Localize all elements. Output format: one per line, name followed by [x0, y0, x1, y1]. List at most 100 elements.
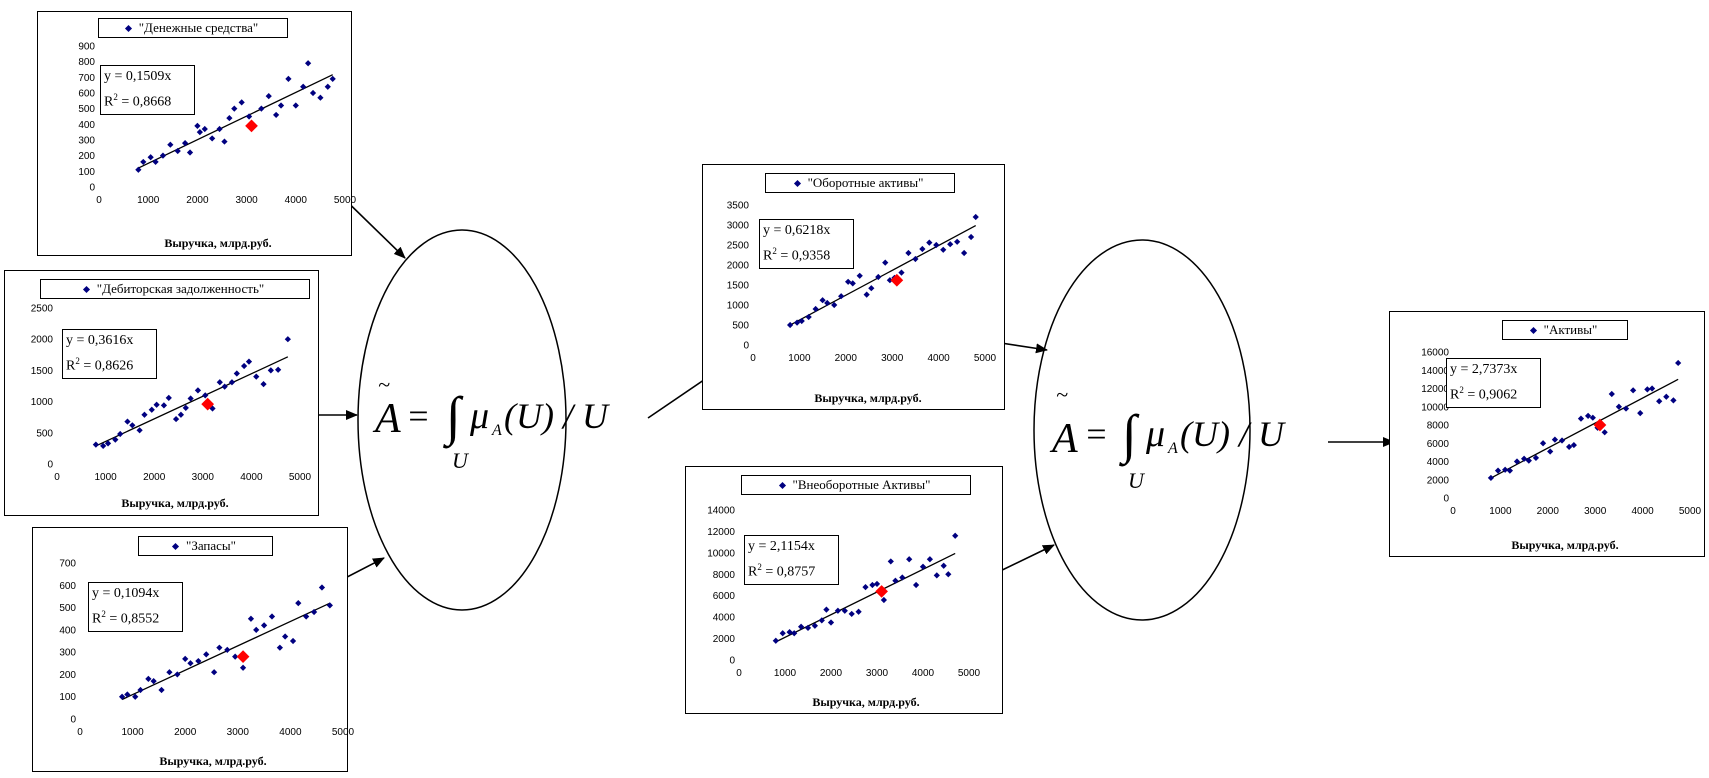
chart-current-assets-xlabel: Выручка, млрд.руб.: [814, 391, 922, 405]
x-tick-label: 0: [96, 195, 102, 206]
data-point: [300, 83, 307, 90]
data-point: [798, 317, 805, 325]
data-point: [880, 596, 888, 604]
x-tick-label: 5000: [958, 668, 981, 679]
data-point: [827, 619, 835, 626]
legend-marker-icon: [778, 481, 786, 489]
data-point: [232, 653, 239, 660]
r2-value: = 0,8626: [79, 358, 134, 374]
x-tick-label: 2000: [186, 195, 209, 206]
highlight-point: [236, 650, 250, 663]
data-point: [152, 158, 159, 166]
data-point: [166, 669, 173, 676]
legend-marker-icon: [1529, 326, 1537, 334]
legend-marker-icon: [793, 179, 801, 187]
legend-marker-icon: [124, 24, 132, 32]
x-tick-label: 0: [54, 472, 60, 483]
y-tick-label: 1000: [727, 301, 750, 312]
data-point: [148, 406, 155, 413]
x-tick-label: 1000: [774, 668, 797, 679]
data-point: [238, 99, 245, 106]
data-point: [285, 75, 292, 83]
data-point: [873, 580, 881, 588]
data-point: [1648, 385, 1656, 392]
highlight-point: [245, 119, 258, 133]
x-tick-label: 4000: [912, 668, 935, 679]
data-point: [276, 644, 283, 651]
x-tick-label: 4000: [285, 195, 308, 206]
y-tick-label: 0: [1443, 494, 1449, 505]
chart-assets: 0 2000 4000 6000 8000 10000 12000 14000 16000 0 10…: [1389, 311, 1705, 557]
data-point: [1539, 440, 1547, 447]
data-point: [194, 387, 202, 394]
y-tick-label: 0: [70, 715, 76, 726]
data-point: [912, 255, 919, 263]
chart-noncurrent-assets-plot: 0 2000 4000 6000 8000 10000 12000 14000 0 1000 200…: [707, 506, 981, 680]
data-point: [1663, 393, 1670, 400]
r2-value: = 0,9358: [776, 248, 831, 264]
chart-cash-legend-label: "Денежные средства": [138, 20, 259, 35]
x-tick-label: 5000: [332, 727, 355, 738]
data-point: [216, 125, 223, 133]
highlight-point: [1593, 418, 1607, 432]
y-tick-label: 14000: [1421, 366, 1449, 377]
y-tick-label: 700: [59, 559, 76, 570]
data-point: [124, 418, 131, 425]
data-point: [961, 249, 968, 257]
ellipse-2: [1033, 239, 1251, 621]
chart-cash-r2: R2 = 0,8668: [104, 92, 172, 110]
data-point: [1558, 437, 1566, 444]
chart-noncurrent-assets-xlabel: Выручка, млрд.руб.: [812, 695, 920, 709]
x-tick-label: 1000: [121, 727, 144, 738]
trend-line: [789, 225, 977, 326]
data-point: [1532, 454, 1540, 461]
formula-2-lower: U: [1128, 468, 1146, 493]
y-tick-label: 14000: [707, 506, 735, 517]
chart-noncurrent-assets: 0 2000 4000 6000 8000 10000 12000 14000 0 1000 200…: [685, 466, 1003, 714]
y-tick-label: 300: [78, 136, 95, 147]
y-tick-label: 300: [59, 648, 76, 659]
data-point: [1656, 398, 1663, 405]
data-point: [1577, 415, 1585, 422]
y-tick-label: 200: [78, 151, 95, 162]
data-point: [823, 606, 830, 613]
data-point: [160, 402, 168, 409]
chart-receivables-equation: y = 0,3616x R2 = 0,8626: [62, 329, 157, 379]
data-point: [933, 572, 940, 579]
chart-noncurrent-assets-equation: y = 2,1154x R2 = 0,8757: [744, 535, 839, 585]
formula-1-mu: μ: [469, 395, 489, 437]
data-point: [862, 584, 869, 591]
data-point: [848, 610, 855, 618]
data-point: [92, 441, 99, 448]
formula-2: ~ A = ∫ μ A (U) / U U: [1049, 382, 1286, 493]
x-tick-label: 1000: [137, 195, 160, 206]
formula-1: ~ A = ∫ μ A (U) / U U: [372, 372, 610, 473]
data-point: [268, 613, 276, 620]
data-point: [940, 246, 947, 253]
chart-noncurrent-assets-r2: R2 = 0,8757: [748, 562, 816, 580]
y-tick-label: 3000: [727, 221, 750, 232]
r2-label: R: [92, 611, 102, 627]
y-tick-label: 500: [78, 104, 95, 115]
data-point: [216, 644, 223, 651]
data-point: [282, 633, 289, 640]
data-point: [226, 114, 233, 122]
data-point: [947, 241, 954, 248]
y-tick-label: 1500: [727, 281, 750, 292]
chart-noncurrent-assets-legend: "Внеоборотные Активы": [741, 475, 971, 495]
data-point: [260, 381, 267, 388]
r2-label: R: [104, 94, 114, 110]
data-point: [899, 574, 906, 581]
data-point: [318, 584, 326, 591]
y-tick-label: 2500: [31, 304, 54, 315]
x-tick-label: 5000: [289, 472, 312, 483]
chart-stocks-plot: 0 100 200 300 400 500 600 700 0 1000 2000 3000 4000 5…: [59, 559, 354, 739]
data-point: [324, 83, 331, 90]
data-point: [292, 102, 299, 109]
formula-2-left: A: [1049, 416, 1078, 462]
x-tick-label: 4000: [927, 353, 950, 364]
x-tick-label: 3000: [235, 195, 258, 206]
chart-current-assets-trend-equation: y = 0,6218x: [763, 223, 831, 238]
data-point: [952, 532, 959, 539]
r2-label: R: [748, 564, 758, 580]
